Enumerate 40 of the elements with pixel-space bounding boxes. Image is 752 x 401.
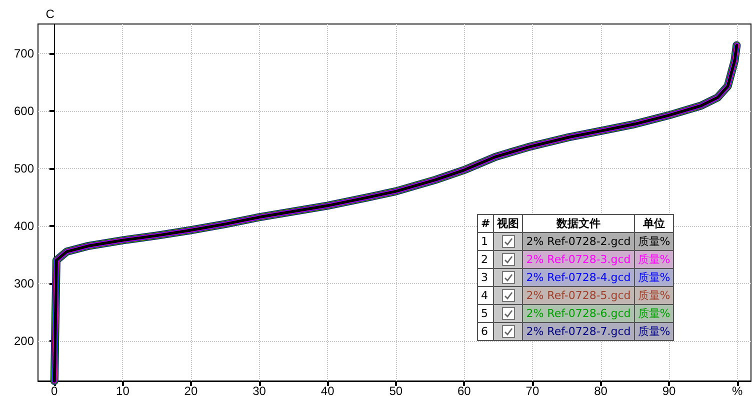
text: 2% Ref-0728-4.gcd	[526, 271, 631, 284]
annotation: 数据文件	[522, 214, 634, 232]
y-axis-title: C	[46, 7, 55, 21]
y-tick-label: 600	[14, 104, 34, 118]
y-tick-label: 300	[14, 276, 34, 290]
x-tick-label: 30	[252, 384, 266, 398]
x-tick-label: 60	[457, 384, 472, 398]
text: 2% Ref-0728-7.gcd	[526, 325, 631, 338]
y-tick-label: 200	[14, 334, 34, 348]
x-tick-label: 50	[389, 384, 403, 398]
annotation: 质量%	[634, 286, 674, 304]
x-tick-label: 70	[526, 384, 540, 398]
annotation: 质量%	[634, 232, 674, 250]
annotation: 质量%	[634, 250, 674, 268]
text: 2% Ref-0728-3.gcd	[526, 253, 631, 266]
y-tick-label: 700	[14, 46, 34, 60]
annotation: 5	[478, 304, 494, 322]
x-tick-label: 20	[184, 384, 198, 398]
annotation: 视图	[494, 214, 523, 232]
annotation: 单位	[634, 214, 674, 232]
annotation: 1	[478, 232, 494, 250]
annotation: 3	[478, 268, 494, 286]
text: 2% Ref-0728-2.gcd	[526, 235, 631, 248]
x-tick-label: 40	[320, 384, 335, 398]
x-tick-label: 90	[662, 384, 676, 398]
text: 2% Ref-0728-5.gcd	[526, 289, 631, 302]
annotation: 质量%	[634, 268, 674, 286]
annotation: 2	[478, 250, 494, 268]
y-tick-label: 400	[14, 218, 34, 233]
annotation: 质量%	[634, 304, 674, 322]
annotation: 6	[478, 322, 494, 340]
text: 2% Ref-0728-6.gcd	[526, 307, 631, 320]
y-tick-label: 500	[14, 161, 34, 176]
x-tick-label: 0	[51, 384, 58, 398]
annotation: 4	[478, 286, 494, 304]
x-tick-label: 10	[116, 384, 130, 398]
annotation: 质量%	[634, 322, 674, 340]
x-tick-label: %	[732, 384, 744, 398]
x-tick-label: 80	[594, 384, 608, 398]
annotation: #	[478, 214, 494, 232]
